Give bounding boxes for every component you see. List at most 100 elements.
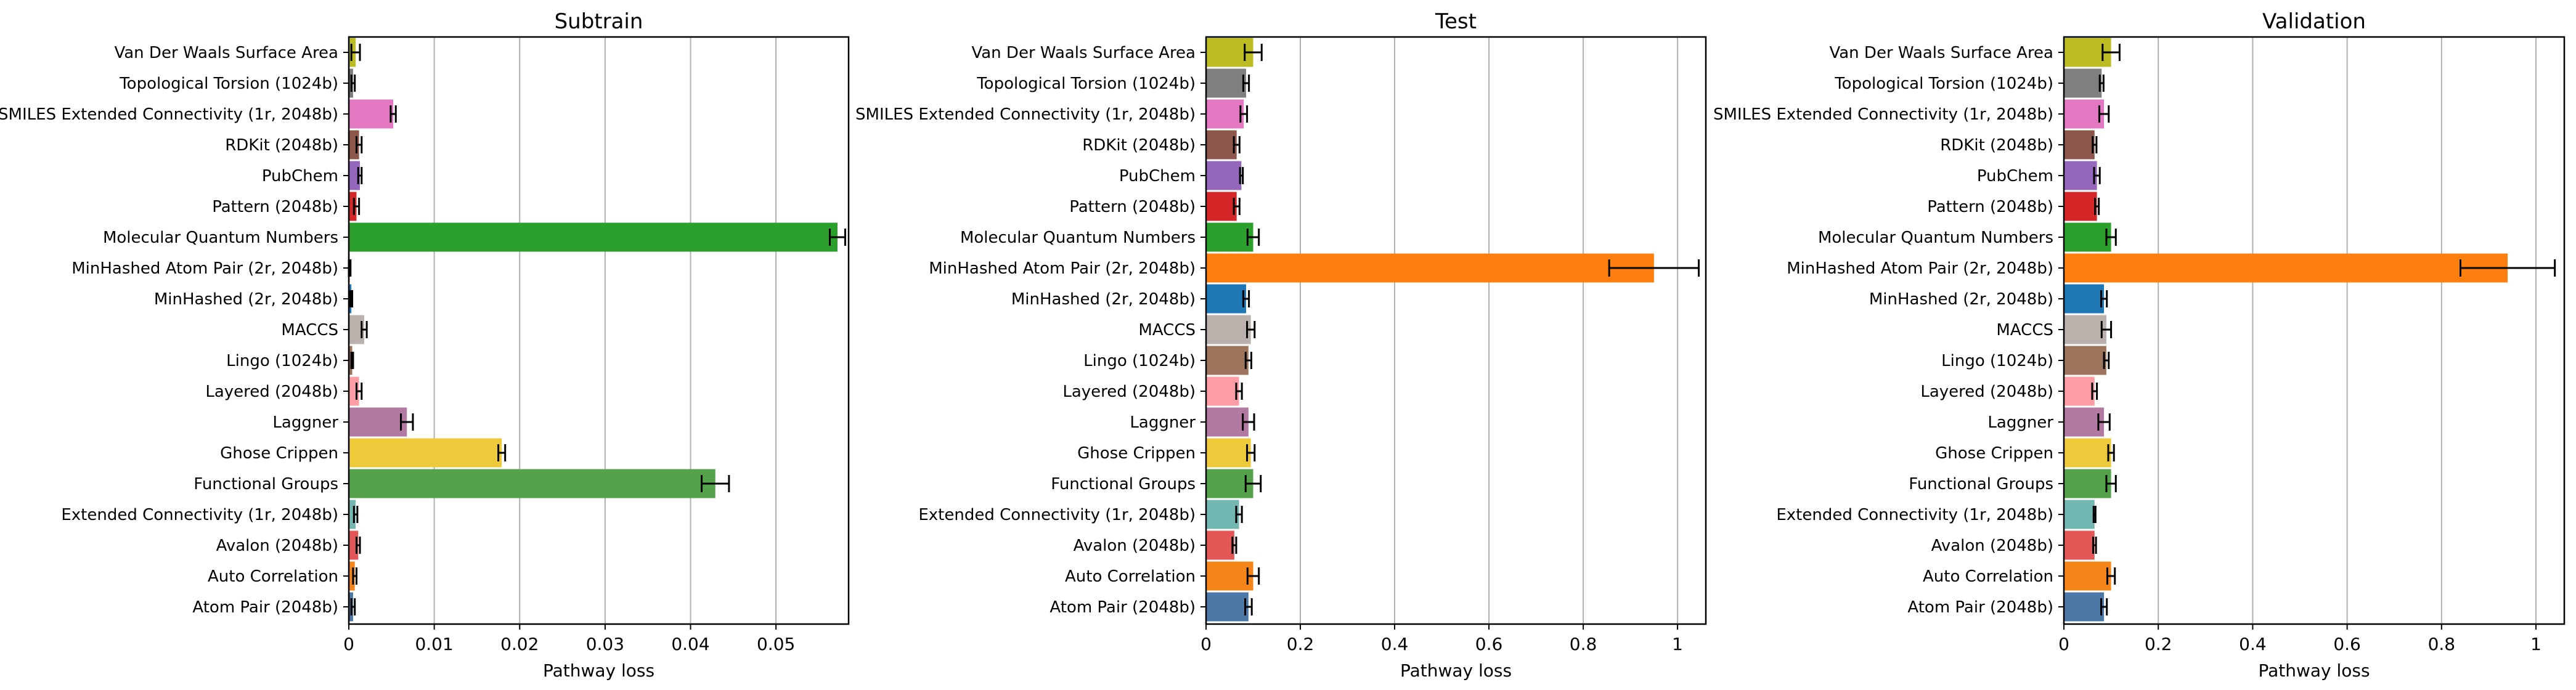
- chart-title: Subtrain: [555, 9, 643, 34]
- bar: [349, 438, 502, 468]
- y-tick-label: SMILES Extended Connectivity (1r, 2048b): [855, 105, 1196, 124]
- bar: [1206, 346, 1249, 375]
- x-tick-label: 0.04: [671, 634, 709, 654]
- y-tick-label: Functional Groups: [194, 475, 338, 493]
- bar: [2064, 500, 2095, 529]
- bar: [1206, 500, 1239, 529]
- axes-frame: [1205, 36, 1707, 625]
- y-tick-label: Laggner: [1987, 413, 2053, 432]
- x-tick-label: 0.4: [2239, 634, 2267, 654]
- bar: [1206, 592, 1249, 622]
- y-tick-label: Pattern (2048b): [212, 198, 338, 216]
- chart-panel-test: Van Der Waals Surface Area Topological To…: [855, 9, 1707, 681]
- y-tick-label: Layered (2048b): [205, 383, 338, 401]
- y-tick-label: SMILES Extended Connectivity (1r, 2048b): [0, 105, 338, 124]
- bar: [1206, 561, 1253, 591]
- y-tick-label: Auto Correlation: [208, 567, 338, 586]
- y-tick-label: Topological Torsion (1024b): [976, 75, 1196, 93]
- bar: [2064, 469, 2111, 498]
- x-tick-label: 1: [1672, 634, 1683, 654]
- bar: [2064, 99, 2105, 129]
- chart-panel-validation: Van Der Waals Surface Area Topological To…: [1713, 9, 2566, 681]
- y-tick-label: RDKit (2048b): [1940, 136, 2053, 155]
- y-tick-label: Laggner: [272, 413, 338, 432]
- y-tick-label: Ghose Crippen: [1935, 444, 2053, 463]
- y-tick-label: Lingo (1024b): [1941, 352, 2053, 370]
- y-tick-label: Laggner: [1130, 413, 1196, 432]
- y-tick-label: SMILES Extended Connectivity (1r, 2048b): [1713, 105, 2053, 124]
- x-tick-label: 0: [1200, 634, 1212, 654]
- bar: [1206, 161, 1242, 190]
- bar: [1206, 438, 1251, 468]
- x-tick-label: 0.8: [2428, 634, 2456, 654]
- y-tick-label: Van Der Waals Surface Area: [1829, 44, 2053, 62]
- y-tick-label: Pattern (2048b): [1927, 198, 2053, 216]
- x-tick-label: 0.6: [2333, 634, 2361, 654]
- axes-frame: [348, 36, 850, 625]
- bar: [1206, 284, 1247, 314]
- chart-title: Test: [1435, 9, 1477, 34]
- bar: [2064, 68, 2102, 98]
- x-tick-label: 0.6: [1475, 634, 1503, 654]
- bar: [2064, 561, 2111, 591]
- bar: [2064, 592, 2105, 622]
- y-tick-label: Topological Torsion (1024b): [119, 75, 338, 93]
- y-tick-label: Van Der Waals Surface Area: [114, 44, 338, 62]
- x-tick-label: 0.8: [1570, 634, 1597, 654]
- chart-panel-subtrain: Van Der Waals Surface Area Topological To…: [0, 9, 850, 681]
- bar: [2064, 284, 2105, 314]
- bar: [1206, 68, 1247, 98]
- y-tick-label: MinHashed (2r, 2048b): [154, 290, 338, 309]
- x-tick-label: 0.02: [500, 634, 539, 654]
- y-tick-label: MinHashed Atom Pair (2r, 2048b): [71, 259, 338, 278]
- x-tick-label: 0.2: [2145, 634, 2172, 654]
- y-tick-label: Molecular Quantum Numbers: [960, 229, 1196, 247]
- x-tick-label: 0.03: [586, 634, 624, 654]
- bar: [349, 99, 394, 129]
- bar: [2064, 530, 2095, 560]
- y-tick-label: MinHashed (2r, 2048b): [1869, 290, 2053, 309]
- y-tick-label: Molecular Quantum Numbers: [103, 229, 338, 247]
- bar: [2064, 222, 2111, 252]
- y-tick-label: MACCS: [1138, 321, 1196, 339]
- y-tick-label: Avalon (2048b): [1931, 537, 2053, 555]
- y-tick-label: PubChem: [1977, 167, 2053, 185]
- x-axis-label: Pathway loss: [543, 660, 654, 681]
- y-tick-label: Atom Pair (2048b): [192, 598, 338, 617]
- y-tick-label: Extended Connectivity (1r, 2048b): [918, 506, 1196, 524]
- y-tick-label: Atom Pair (2048b): [1907, 598, 2053, 617]
- chart-title: Validation: [2262, 9, 2366, 34]
- y-tick-label: Lingo (1024b): [1083, 352, 1196, 370]
- bar: [349, 407, 407, 437]
- x-tick-label: 0: [2058, 634, 2069, 654]
- bar: [1206, 407, 1249, 437]
- x-tick-label: 0.01: [415, 634, 453, 654]
- bar: [1206, 130, 1237, 160]
- y-tick-label: MACCS: [1996, 321, 2053, 339]
- bar: [2064, 376, 2095, 406]
- bar: [2064, 315, 2106, 344]
- y-tick-label: Extended Connectivity (1r, 2048b): [1776, 506, 2053, 524]
- y-tick-label: Ghose Crippen: [1077, 444, 1196, 463]
- bar: [1206, 192, 1237, 221]
- y-tick-label: Atom Pair (2048b): [1050, 598, 1196, 617]
- y-tick-label: Functional Groups: [1909, 475, 2053, 493]
- y-tick-label: MinHashed Atom Pair (2r, 2048b): [929, 259, 1196, 278]
- y-tick-label: Functional Groups: [1051, 475, 1196, 493]
- bar: [2064, 192, 2097, 221]
- y-tick-label: PubChem: [262, 167, 338, 185]
- y-tick-label: Lingo (1024b): [226, 352, 338, 370]
- bar: [349, 161, 361, 190]
- y-tick-label: Auto Correlation: [1065, 567, 1196, 586]
- y-tick-label: MACCS: [281, 321, 338, 339]
- y-tick-label: Avalon (2048b): [216, 537, 338, 555]
- y-tick-label: PubChem: [1119, 167, 1196, 185]
- y-tick-label: Molecular Quantum Numbers: [1818, 229, 2053, 247]
- bar: [1206, 222, 1253, 252]
- y-tick-label: Pattern (2048b): [1069, 198, 1196, 216]
- x-tick-label: 0.05: [757, 634, 795, 654]
- bar: [2064, 130, 2095, 160]
- bar: [1206, 376, 1239, 406]
- bar: [1206, 315, 1251, 344]
